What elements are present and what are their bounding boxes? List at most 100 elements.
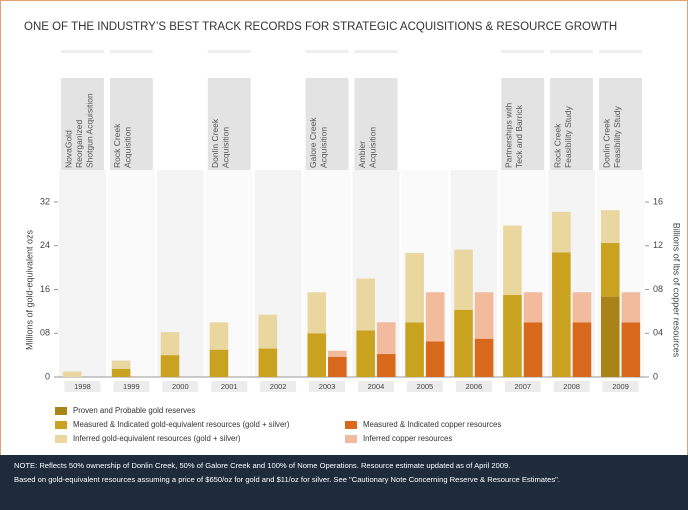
bar-segment — [209, 349, 229, 377]
x-label-bg — [406, 381, 443, 392]
annotation-box — [109, 78, 153, 170]
bar-segment — [552, 211, 571, 253]
annotation-box — [61, 78, 104, 170]
bar-segment — [600, 243, 620, 297]
footer — [0, 455, 688, 510]
bar-segment — [356, 278, 375, 331]
bar-segment — [552, 252, 571, 377]
bar-segment — [523, 292, 543, 323]
bar-segment — [474, 292, 494, 339]
x-tick-label: 1998 — [74, 382, 91, 391]
bar-segment — [307, 292, 327, 334]
annotation-box — [354, 78, 398, 170]
note: NOTE: Reflects 50% ownership of Donlin C… — [14, 461, 510, 470]
y-tick-label: 16 — [40, 284, 50, 294]
x-tick-label: 2001 — [221, 382, 238, 391]
annotation-text: Ambler — [357, 141, 367, 168]
bar-segment — [425, 341, 445, 377]
bar-segment — [600, 296, 620, 377]
annotation-cap — [61, 50, 104, 53]
column-band — [59, 170, 106, 377]
x-tick-label: 2007 — [514, 382, 531, 391]
bar-segment — [111, 368, 131, 377]
y-tick-label: 24 — [40, 240, 50, 250]
x-tick-label: 2005 — [417, 382, 434, 391]
annotation-box — [550, 78, 594, 170]
x-label-bg — [211, 381, 248, 392]
y2-tick-label: 12 — [653, 240, 663, 250]
x-tick-label: 2006 — [465, 382, 482, 391]
x-label-bg — [309, 381, 346, 392]
bar-segment — [376, 354, 396, 377]
y-tick-label: 0 — [45, 371, 50, 381]
bar-segment — [356, 330, 375, 377]
x-tick-label: 2008 — [563, 382, 580, 391]
x-tick-label: 1999 — [123, 382, 140, 391]
bar-segment — [572, 292, 592, 323]
bar-segment — [405, 252, 424, 323]
annotation-text: NovaGold — [63, 130, 73, 168]
bar-segment — [621, 292, 641, 323]
annotation-text: Reorganized — [74, 120, 84, 168]
bar-segment — [600, 210, 620, 244]
annotation-box — [305, 78, 349, 170]
annotation-cap — [599, 50, 642, 53]
x-label-bg — [455, 381, 492, 392]
y2-tick-label: 08 — [653, 284, 663, 294]
annotation-text: Galore Creek — [308, 117, 318, 168]
x-tick-label: 2003 — [319, 382, 336, 391]
y2-tick-label: 0 — [653, 371, 658, 381]
y2-tick-label: 16 — [653, 196, 663, 206]
legend-swatch — [345, 421, 357, 429]
annotation-cap — [207, 50, 251, 53]
legend-swatch — [55, 407, 67, 415]
bar-segment — [405, 322, 424, 377]
y-tick-label: 32 — [40, 196, 50, 206]
bar-segment — [160, 332, 180, 356]
annotation-cap — [109, 50, 153, 53]
x-tick-label: 2000 — [172, 382, 189, 391]
note: Based on gold-equivalent resources assum… — [14, 475, 560, 484]
y2-axis-label: Billions of lbs of copper resources — [672, 223, 682, 358]
legend-label: Proven and Probable gold reserves — [73, 406, 195, 415]
bar-segment — [572, 322, 592, 377]
bar-segment — [160, 355, 180, 377]
y2-tick-label: 04 — [653, 328, 663, 338]
x-tick-label: 2009 — [612, 382, 629, 391]
legend-swatch — [345, 435, 357, 443]
annotation-text: Acquisition — [221, 127, 231, 168]
annotation-text: Feasibility Study — [612, 105, 622, 168]
bar-segment — [503, 225, 522, 295]
x-label-bg — [260, 381, 297, 392]
bar-segment — [62, 371, 82, 377]
bar-segment — [258, 314, 278, 349]
x-label-bg — [504, 381, 541, 392]
y-axis-label: Millions of gold-equivalent ozs — [24, 229, 34, 350]
bar-segment — [307, 333, 327, 377]
annotation-text: Shotgun Acquisition — [84, 93, 94, 168]
bar-segment — [209, 322, 229, 350]
annotation-text: Rock Creek — [112, 123, 122, 168]
annotation-text: Acquisition — [367, 127, 377, 168]
legend-label: Measured & Indicated copper resources — [363, 420, 501, 429]
x-label-bg — [64, 381, 101, 392]
x-label-bg — [162, 381, 199, 392]
annotation-cap — [305, 50, 349, 53]
annotation-text: Donlin Creek — [210, 118, 220, 168]
x-label-bg — [602, 381, 639, 392]
bar-segment — [425, 292, 445, 342]
legend-label: Measured & Indicated gold-equivalent res… — [73, 420, 290, 429]
annotation-cap — [354, 50, 398, 53]
legend-swatch — [55, 435, 67, 443]
bar-segment — [474, 338, 494, 377]
annotation-text: Acquisition — [123, 127, 133, 168]
x-tick-label: 2002 — [270, 382, 287, 391]
bar-segment — [328, 356, 347, 377]
x-label-bg — [553, 381, 590, 392]
legend-label: Inferred gold-equivalent resources (gold… — [73, 434, 241, 443]
bar-segment — [111, 360, 131, 369]
column-band — [107, 170, 155, 377]
bar-segment — [523, 322, 543, 377]
legend-label: Inferred copper resources — [363, 434, 452, 443]
